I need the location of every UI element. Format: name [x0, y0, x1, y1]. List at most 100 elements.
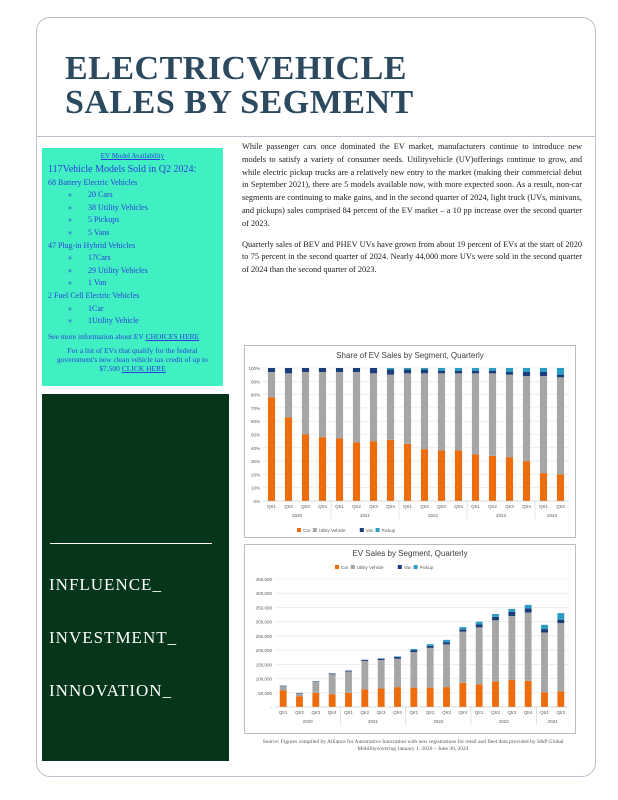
bar-van	[301, 368, 310, 372]
item-label: 1Car	[88, 303, 104, 313]
bar-van	[369, 368, 378, 374]
bullet: »	[68, 265, 72, 275]
bar-utility-vehicle	[524, 612, 532, 681]
bar-utility-vehicle	[454, 373, 463, 451]
year-label: 2020	[292, 513, 303, 518]
bar-pickup	[471, 368, 480, 371]
bar-car	[318, 437, 327, 501]
bar-van	[426, 645, 434, 648]
x-tick-label: Qtr1	[475, 710, 484, 715]
legend-label: Pickup	[382, 528, 396, 533]
bullet: »	[68, 278, 72, 288]
year-label: 2023	[499, 719, 510, 724]
bar-utility-vehicle	[312, 681, 320, 693]
year-label: 2023	[496, 513, 507, 518]
x-tick-label: Qtr4	[318, 504, 327, 509]
x-tick-label: Qtr4	[522, 504, 531, 509]
bar-utility-vehicle	[505, 374, 514, 458]
year-label: 2021	[360, 513, 371, 518]
y-tick-label: 50%	[251, 433, 260, 438]
bar-pickup	[410, 648, 418, 651]
x-tick-label: Qtr1	[539, 504, 548, 509]
tax-credit-link[interactable]: CLICK HERE	[121, 364, 166, 374]
bar-van	[443, 642, 450, 645]
x-tick-label: Qtr3	[437, 504, 446, 509]
bar-car	[345, 692, 352, 707]
x-tick-label: Qtr3	[507, 710, 516, 715]
list-item: » 29 Utility Vehicles	[48, 265, 217, 278]
article-body: While passenger cars once dominated the …	[242, 141, 582, 285]
sidebar-word-investment: INVESTMENT_	[49, 628, 178, 647]
year-label: 2024	[548, 719, 559, 724]
y-tick-label: 0%	[253, 499, 260, 504]
paragraph-2: Quarterly sales of BEV and PHEV UVs have…	[242, 239, 582, 275]
x-tick-label: Qtr2	[491, 710, 500, 715]
bar-utility-vehicle	[328, 674, 336, 695]
bar-utility-vehicle	[403, 373, 412, 444]
bar-pickup	[556, 368, 565, 375]
bar-car	[556, 474, 565, 501]
bar-pickup	[508, 608, 516, 612]
x-tick-label: Qtr1	[540, 710, 549, 715]
bar-utility-vehicle	[508, 615, 516, 680]
bar-van	[539, 371, 548, 376]
bullet: »	[68, 190, 72, 200]
bar-utility-vehicle	[522, 375, 531, 462]
y-tick-label: 80%	[251, 393, 260, 398]
bar-utility-vehicle	[345, 671, 352, 693]
y-tick-label: 100%	[248, 366, 260, 371]
x-tick-label: Qtr4	[328, 710, 337, 715]
bar-car	[312, 692, 320, 707]
legend-label: Car	[303, 528, 311, 533]
bar-car	[420, 449, 429, 501]
item-label: 38 Utility Vehicles	[88, 202, 148, 212]
bar-van	[508, 611, 516, 616]
bar-van	[437, 370, 446, 374]
y-tick-label: 90%	[251, 379, 260, 384]
bar-car	[492, 681, 499, 707]
x-tick-label: Qtr1	[267, 504, 276, 509]
x-tick-label: Qtr2	[488, 504, 497, 509]
ev-choices-link[interactable]: CHOICES HERE	[145, 331, 200, 341]
list-item: » 1 Van	[48, 277, 217, 290]
tax-credit-note: For a list of EVs that qualify for the f…	[48, 346, 217, 373]
bar-car	[403, 443, 412, 501]
share-chart: Share of EV Sales by Segment, Quarterly 0…	[244, 345, 576, 538]
bullet: »	[68, 303, 72, 313]
tax-credit-text: For a list of EVs that qualify for the f…	[57, 346, 208, 374]
bar-car	[539, 473, 548, 501]
y-tick-label: 350,000	[256, 605, 273, 610]
bar-car	[267, 397, 276, 501]
bar-van	[394, 656, 401, 659]
bar-car	[524, 680, 532, 707]
bar-pickup	[403, 368, 412, 370]
bar-car	[443, 687, 450, 707]
legend-swatch	[335, 565, 339, 569]
x-tick-label: Qtr2	[284, 504, 293, 509]
bar-car	[522, 461, 531, 501]
bar-car	[471, 454, 480, 501]
sidebar-word-influence: INFLUENCE_	[49, 575, 162, 594]
bar-van	[524, 608, 532, 613]
item-label: 1Utility Vehicle	[88, 316, 139, 326]
bar-car	[557, 691, 565, 707]
bar-utility-vehicle	[488, 373, 497, 456]
bar-car	[369, 441, 378, 501]
bar-utility-vehicle	[267, 371, 276, 398]
bullet: »	[68, 215, 72, 225]
bar-utility-vehicle	[471, 373, 480, 455]
y-tick-label: 300,000	[256, 620, 273, 625]
year-label: 2022	[428, 513, 439, 518]
chart-title: EV Sales by Segment, Quarterly	[352, 549, 467, 558]
bar-van	[361, 659, 369, 661]
bar-van	[377, 658, 385, 661]
y-tick-label: 30%	[251, 459, 260, 464]
y-tick-label: 450,000	[256, 577, 273, 582]
bar-car	[284, 417, 293, 501]
group-label: 2 Fuel Cell Electric Vehicles	[48, 290, 140, 300]
x-tick-label: Qtr1	[471, 504, 480, 509]
availability-heading: EV Model Availability	[100, 152, 165, 160]
bar-utility-vehicle	[459, 631, 467, 683]
bar-van	[459, 629, 467, 632]
bar-utility-vehicle	[539, 375, 548, 474]
